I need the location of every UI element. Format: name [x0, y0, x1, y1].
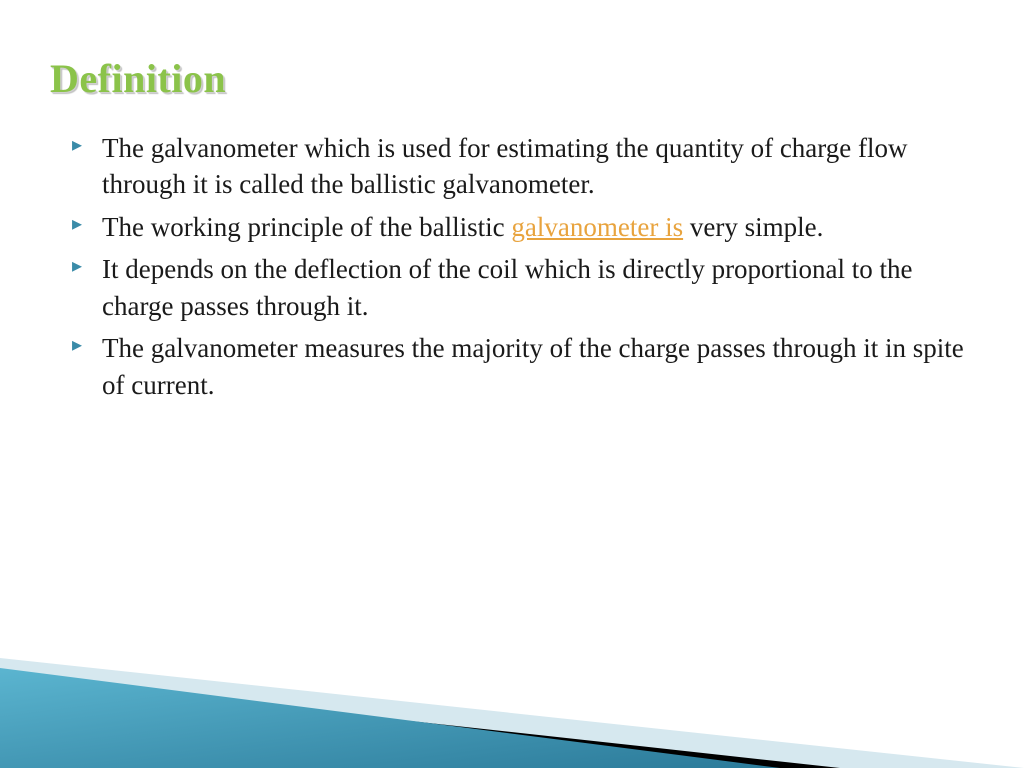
- bullet-item: The galvanometer which is used for estim…: [80, 130, 964, 203]
- hyperlink[interactable]: galvanometer is: [511, 212, 683, 242]
- bullet-list: The galvanometer which is used for estim…: [50, 130, 964, 403]
- slide-container: Definition The galvanometer which is use…: [0, 0, 1024, 768]
- bullet-text: The galvanometer measures the majority o…: [102, 333, 964, 399]
- bullet-text: It depends on the deflection of the coil…: [102, 254, 913, 320]
- slide-title: Definition: [50, 55, 964, 102]
- bullet-item: The galvanometer measures the majority o…: [80, 330, 964, 403]
- bullet-text: The working principle of the ballistic: [102, 212, 511, 242]
- decorative-corner: [0, 568, 1024, 768]
- bullet-text: very simple.: [683, 212, 823, 242]
- bullet-text: The galvanometer which is used for estim…: [102, 133, 908, 199]
- bullet-item: It depends on the deflection of the coil…: [80, 251, 964, 324]
- bullet-item: The working principle of the ballistic g…: [80, 209, 964, 245]
